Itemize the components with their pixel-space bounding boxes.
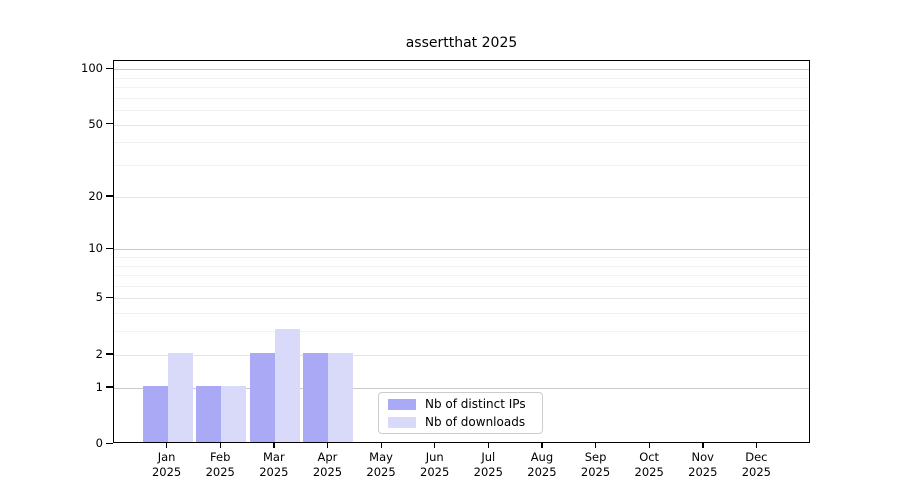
x-tick-mark bbox=[273, 443, 275, 448]
x-tick-mark bbox=[702, 443, 704, 448]
y-tick-mark bbox=[106, 296, 113, 299]
x-axis-tick-label: Nov 2025 bbox=[688, 450, 718, 479]
plot-area bbox=[113, 60, 810, 443]
bar-downloads bbox=[221, 385, 247, 442]
x-axis-tick-label: May 2025 bbox=[366, 450, 396, 479]
major-gridline bbox=[114, 69, 809, 71]
minor-gridline bbox=[114, 257, 809, 258]
x-axis-tick-label: Feb 2025 bbox=[205, 450, 235, 479]
y-tick-mark bbox=[106, 353, 113, 355]
legend-label: Nb of distinct IPs bbox=[425, 397, 526, 411]
y-axis-tick-label: 5 bbox=[95, 290, 103, 305]
y-tick-mark bbox=[106, 442, 113, 444]
x-tick-mark bbox=[595, 443, 597, 448]
y-axis-tick-label: 2 bbox=[95, 346, 103, 361]
x-tick-mark bbox=[487, 443, 490, 448]
minor-gridline bbox=[114, 265, 809, 267]
x-axis-tick-label: Aug 2025 bbox=[527, 450, 557, 479]
y-tick-mark bbox=[106, 247, 113, 250]
minor-gridline bbox=[114, 275, 809, 277]
bar-distinct-ips bbox=[249, 352, 275, 442]
bar-distinct-ips bbox=[196, 385, 222, 442]
x-axis-tick-label: Jan 2025 bbox=[151, 450, 182, 479]
labeled-gridline bbox=[114, 298, 809, 300]
x-axis-tick-label: Apr 2025 bbox=[312, 450, 343, 479]
minor-gridline bbox=[114, 165, 809, 167]
y-axis-tick-label: 50 bbox=[88, 116, 103, 131]
labeled-gridline bbox=[114, 124, 809, 126]
x-tick-mark bbox=[219, 443, 222, 448]
legend-swatch-downloads bbox=[388, 416, 416, 428]
y-axis-tick-label: 10 bbox=[88, 241, 103, 256]
x-tick-mark bbox=[755, 443, 758, 448]
x-axis-tick-label: Jun 2025 bbox=[420, 450, 450, 479]
y-tick-mark bbox=[106, 123, 113, 125]
y-tick-mark bbox=[106, 195, 113, 197]
legend-swatch-distinct-ips bbox=[388, 398, 416, 410]
y-axis-tick-label: 0 bbox=[95, 436, 103, 450]
x-tick-mark bbox=[380, 443, 382, 448]
bar-distinct-ips bbox=[142, 385, 168, 442]
x-tick-mark bbox=[648, 443, 650, 448]
minor-gridline bbox=[114, 142, 809, 144]
minor-gridline bbox=[114, 87, 809, 89]
minor-gridline bbox=[114, 285, 809, 287]
minor-gridline bbox=[114, 331, 809, 333]
x-tick-mark bbox=[541, 443, 543, 448]
x-tick-mark bbox=[326, 443, 329, 448]
y-axis-tick-label: 1 bbox=[95, 379, 103, 394]
x-axis-tick-label: Oct 2025 bbox=[634, 450, 664, 479]
bar-downloads bbox=[328, 352, 354, 442]
legend-item: Nb of downloads bbox=[388, 415, 533, 429]
labeled-gridline bbox=[114, 354, 809, 356]
x-axis-tick-label: Dec 2025 bbox=[741, 450, 772, 479]
minor-gridline bbox=[114, 97, 809, 99]
y-axis-tick-label: 100 bbox=[81, 61, 103, 76]
bar-downloads bbox=[167, 352, 193, 442]
bar-distinct-ips bbox=[303, 352, 329, 442]
minor-gridline bbox=[114, 110, 809, 112]
chart-title: assertthat 2025 bbox=[405, 35, 518, 51]
legend-item: Nb of distinct IPs bbox=[388, 397, 533, 411]
bar-downloads bbox=[274, 329, 300, 442]
y-axis-tick-label: 20 bbox=[88, 188, 103, 203]
major-gridline bbox=[114, 387, 809, 389]
legend-label: Nb of downloads bbox=[425, 415, 526, 429]
minor-gridline bbox=[114, 313, 809, 315]
x-axis-tick-label: Mar 2025 bbox=[259, 450, 289, 479]
x-axis-tick-label: Sep 2025 bbox=[580, 450, 611, 479]
labeled-gridline bbox=[114, 196, 809, 198]
legend: Nb of distinct IPs Nb of downloads bbox=[378, 392, 543, 434]
y-tick-mark bbox=[106, 386, 113, 388]
x-tick-mark bbox=[434, 443, 436, 448]
major-gridline bbox=[114, 249, 809, 251]
x-tick-mark bbox=[166, 443, 168, 448]
y-tick-mark bbox=[106, 67, 113, 69]
x-axis-tick-label: Jul 2025 bbox=[473, 450, 503, 479]
minor-gridline bbox=[114, 77, 809, 79]
